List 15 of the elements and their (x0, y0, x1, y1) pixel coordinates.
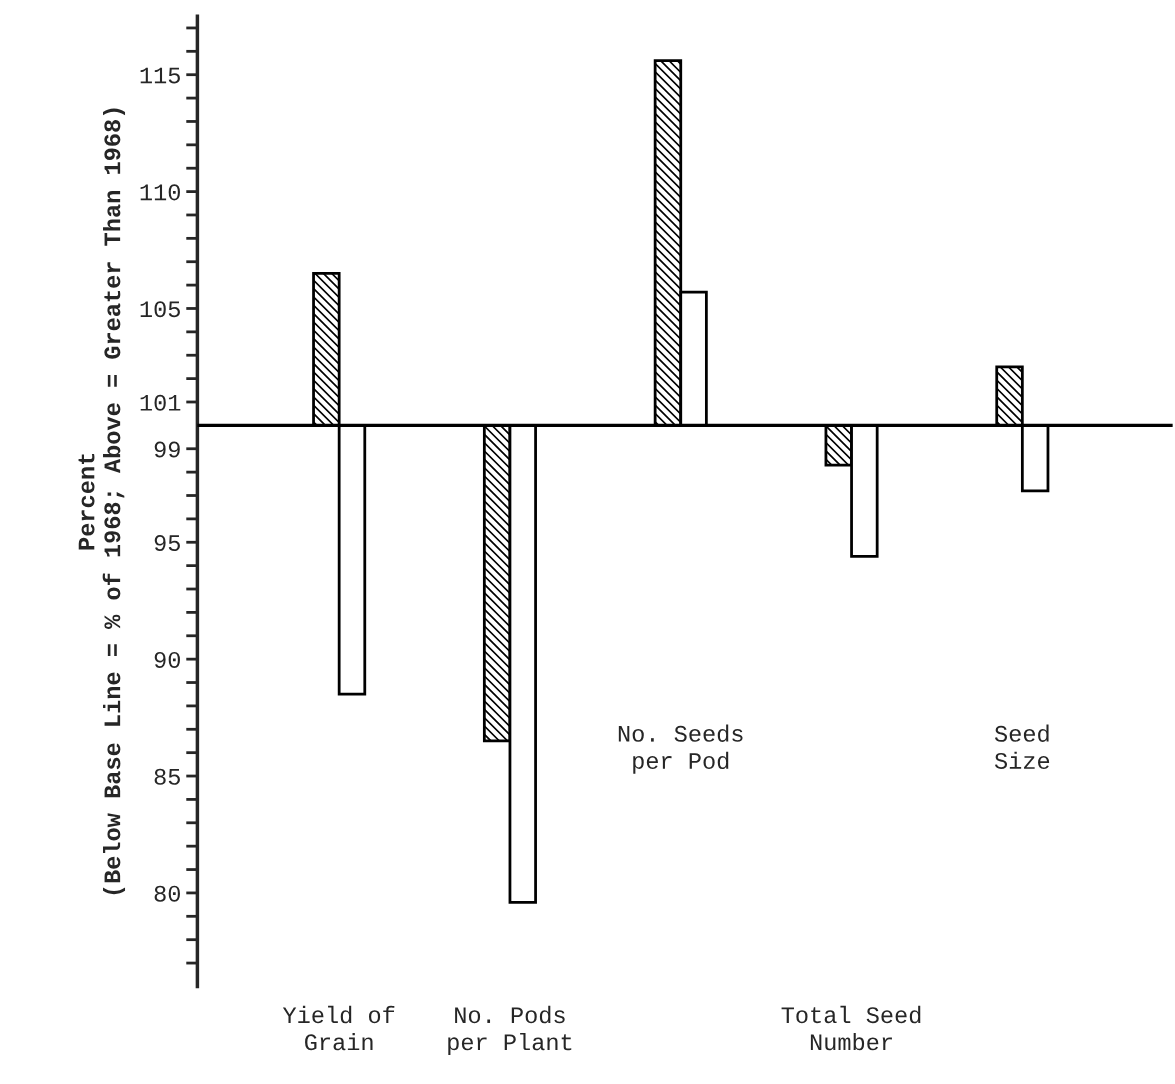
x-tick-label: No. Seeds per Pod (618, 724, 743, 774)
y-tick-label: 99 (154, 441, 180, 458)
y-tick-label: 101 (140, 394, 181, 411)
y-axis-title: Percent (Below Base Line = % of 1968; Above = Greater Than 1968) (78, 108, 126, 895)
y-tick-label: 110 (140, 184, 180, 201)
x-tick-label: Seed Size (994, 724, 1050, 769)
y-tick-label: 95 (154, 535, 180, 552)
x-tick-label: No. Pods per Plant (448, 1005, 572, 1055)
y-tick-label: 85 (154, 768, 180, 785)
y-tick-label: 90 (154, 651, 180, 668)
y-tick-label: 80 (154, 885, 180, 902)
y-tick-label: 105 (140, 301, 180, 318)
y-tick-label: 115 (140, 67, 180, 84)
x-tick-label: Total Seed Number (781, 1005, 921, 1051)
x-tick-label: Yield of Grain (282, 1005, 395, 1051)
